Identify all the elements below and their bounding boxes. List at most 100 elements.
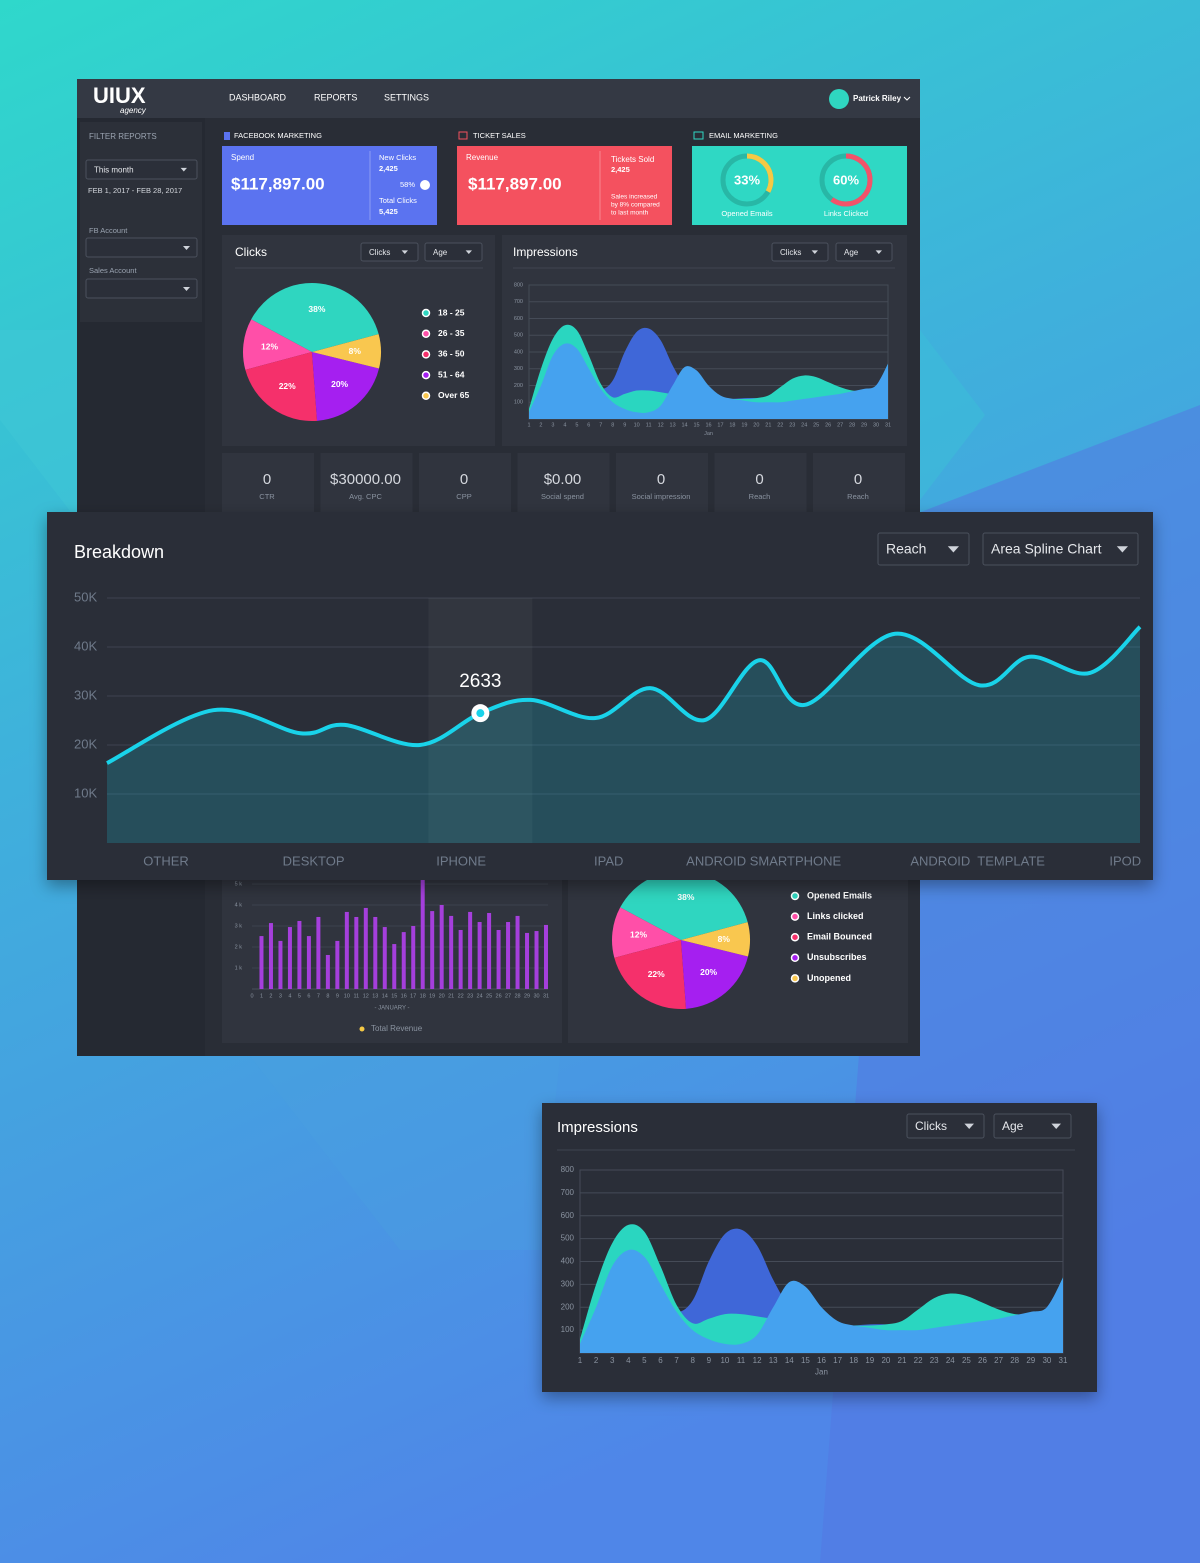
- x-tick-label: 9: [336, 993, 339, 999]
- x-tick-label: 22: [777, 422, 783, 428]
- legend-marker: [421, 308, 431, 318]
- area: [107, 626, 1140, 843]
- stat-box: [616, 453, 708, 513]
- x-tick-label: 5: [298, 993, 301, 999]
- stat-value: $0.00: [544, 471, 582, 488]
- bar: [287, 927, 292, 989]
- x-tick-label: 18: [849, 1356, 858, 1365]
- card-icon: [693, 131, 704, 140]
- x-tick-label: 9: [707, 1356, 712, 1365]
- x-tick-label: 9: [623, 422, 626, 428]
- legend-marker: [790, 932, 800, 942]
- dropdown[interactable]: [424, 242, 483, 262]
- bar: [268, 923, 273, 989]
- x-tick-label: 19: [429, 993, 435, 999]
- card-icon: [420, 180, 430, 190]
- dropdown[interactable]: [771, 242, 829, 262]
- y-tick-label: 100: [514, 400, 523, 406]
- dropdown[interactable]: [877, 532, 970, 566]
- x-tick-label: 2: [269, 993, 272, 999]
- dropdown[interactable]: [85, 237, 198, 258]
- dropdown[interactable]: [982, 532, 1139, 566]
- x-tick-label: 10: [634, 422, 640, 428]
- dropdown-label: Age: [1002, 1119, 1024, 1133]
- x-tick-label: 23: [930, 1356, 939, 1365]
- bar: [487, 912, 492, 989]
- user-avatar: [829, 89, 849, 109]
- header-bar: [77, 79, 920, 118]
- y-tick-label: 20K: [74, 736, 97, 751]
- gauge-arc: [819, 153, 873, 207]
- x-tick-label: 6: [307, 993, 310, 999]
- pie-label: 20%: [700, 967, 717, 977]
- legend-label: 36 - 50: [438, 349, 465, 359]
- legend-marker: [421, 391, 431, 401]
- card-label: Total Clicks: [379, 196, 417, 205]
- dropdown-arrow: [1051, 1123, 1061, 1129]
- stat-label: Social impression: [632, 492, 691, 501]
- legend-label: Unsubscribes: [807, 952, 867, 962]
- pie-label: 12%: [630, 929, 647, 939]
- legend-marker: [790, 974, 800, 983]
- x-tick-label: 30: [873, 422, 879, 428]
- background-shape: [920, 330, 985, 500]
- stat-box: [517, 453, 610, 513]
- panel-title: Impressions: [557, 1119, 638, 1136]
- legend-marker: [421, 350, 431, 359]
- x-tick-label: 24: [946, 1356, 955, 1365]
- panel-title: Breakdown: [74, 542, 164, 562]
- area: [529, 324, 888, 419]
- gauge-arc: [720, 153, 774, 207]
- bar: [477, 922, 482, 989]
- x-tick-label: 5: [575, 422, 578, 428]
- y-tick-label: 700: [561, 1188, 575, 1197]
- card-note: by 8% compared: [611, 202, 660, 209]
- user-name[interactable]: Patrick Riley: [853, 94, 902, 103]
- nav-link[interactable]: SETTINGS: [384, 92, 429, 102]
- bar: [430, 911, 435, 989]
- bar: [344, 911, 349, 989]
- stat-value: 0: [460, 471, 468, 488]
- x-tick-label: 22: [914, 1356, 923, 1365]
- x-tick-label: 12: [363, 993, 369, 999]
- pie-label: 8%: [718, 934, 731, 944]
- pie-slice: [612, 907, 681, 958]
- card-value: 58%: [400, 180, 415, 189]
- bar: [420, 879, 425, 989]
- card-value: $117,897.00: [468, 174, 562, 193]
- dropdown-label: Age: [844, 248, 859, 257]
- bar: [411, 926, 416, 989]
- nav-link[interactable]: REPORTS: [314, 92, 357, 102]
- x-tick-label: 16: [817, 1356, 826, 1365]
- area: [580, 1228, 1063, 1353]
- pie-slice: [312, 352, 380, 421]
- y-tick-label: 600: [561, 1211, 575, 1220]
- stat-label: Reach: [749, 492, 771, 501]
- x-tick-label: 28: [1010, 1356, 1019, 1365]
- x-tick-label: 27: [994, 1356, 1003, 1365]
- dropdown[interactable]: [85, 159, 198, 180]
- pie-slice: [620, 871, 748, 940]
- dropdown[interactable]: [360, 242, 419, 262]
- dropdown-arrow: [964, 1123, 974, 1129]
- bar: [544, 924, 548, 989]
- card-heading: EMAIL MARKETING: [709, 131, 778, 140]
- x-axis-label: Jan: [704, 431, 713, 437]
- x-tick-label: 28: [849, 422, 855, 428]
- dropdown[interactable]: [835, 242, 893, 262]
- y-tick-label: 200: [561, 1302, 575, 1311]
- card-note: to last month: [611, 210, 649, 217]
- bar: [401, 932, 406, 989]
- x-tick-label: OTHER: [143, 853, 189, 868]
- stat-value: 0: [854, 471, 862, 488]
- dropdown[interactable]: [85, 278, 198, 299]
- dropdown-label: Clicks: [915, 1119, 947, 1133]
- dropdown-label: Age: [433, 248, 448, 257]
- x-tick-label: 14: [382, 993, 388, 999]
- nav-link[interactable]: DASHBOARD: [229, 92, 287, 102]
- x-tick-label: 0: [250, 993, 253, 999]
- dropdown[interactable]: [993, 1113, 1072, 1139]
- dropdown[interactable]: [906, 1113, 985, 1139]
- dropdown-arrow: [465, 250, 472, 254]
- y-tick-label: 1 k: [235, 965, 243, 971]
